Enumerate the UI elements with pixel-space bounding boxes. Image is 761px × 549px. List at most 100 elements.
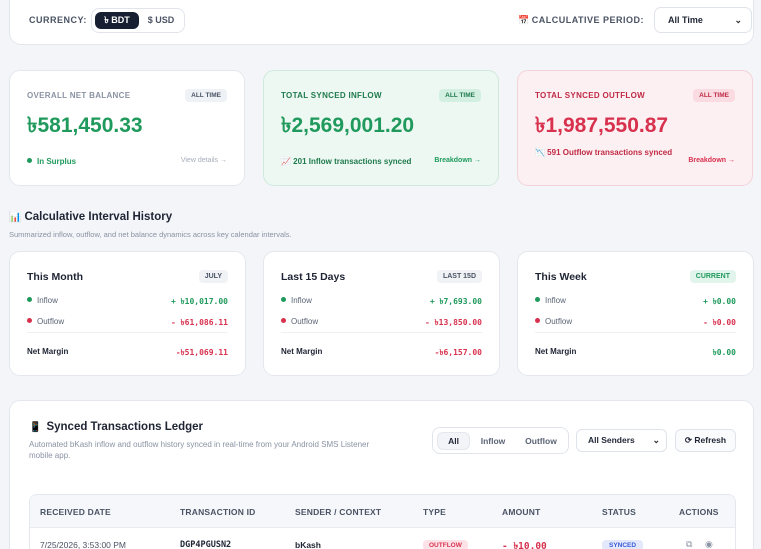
refresh-icon: ⟳ [684, 435, 695, 445]
outflow-dot-icon [535, 318, 540, 323]
net-balance-value: ৳581,450.33 [27, 114, 143, 137]
interval-card-week: This Week CURRENT Inflow + ৳0.00 Outflow -… [517, 251, 754, 376]
inflow-count: 📈 201 Inflow transactions synced [281, 157, 412, 166]
net-balance-title: OVERALL NET BALANCE [27, 91, 131, 100]
inflow-amount: + ৳10,017.00 [171, 297, 228, 306]
inflow-title: TOTAL SYNCED INFLOW [281, 91, 382, 100]
outflow-dot-icon [281, 318, 286, 323]
net-balance-card: OVERALL NET BALANCE ALL TIME ৳581,450.33… [9, 70, 245, 186]
filter-bar: CURRENCY: ৳ BDT $ USD 📅 CALCULATIVE PERIO… [9, 0, 754, 45]
ledger-title-text: Synced Transactions Ledger [46, 421, 204, 433]
row-date: 7/25/2026, 3:53:00 PM [40, 540, 127, 549]
outflow-dot-icon [27, 318, 32, 323]
chevron-down-icon: ⌄ [652, 435, 660, 445]
outflow-card: TOTAL SYNCED OUTFLOW ALL TIME ৳1,987,550… [517, 70, 753, 186]
type-badge: OUTFLOW [423, 540, 468, 549]
interval-card-month: This Month JULY Inflow + ৳10,017.00 Outfl… [9, 251, 246, 376]
column-header[interactable]: RECEIVED DATE [40, 507, 111, 517]
status-dot-icon [27, 158, 32, 163]
period-label: 📅 CALCULATIVE PERIOD: [518, 15, 644, 26]
column-header[interactable]: STATUS [602, 507, 636, 517]
history-title: 📊 Calculative Interval History [9, 211, 172, 223]
calendar-icon: 📅 [518, 15, 530, 25]
currency-label: CURRENCY: [29, 15, 87, 25]
filter-outflow-tab[interactable]: Outflow [525, 436, 557, 446]
type-filter: All Inflow Outflow [432, 427, 569, 454]
net-margin-label: Net Margin [281, 347, 323, 356]
inflow-breakdown-link[interactable]: Breakdown → [434, 157, 481, 164]
column-header: ACTIONS [679, 507, 719, 517]
row-amount: - ৳10.00 [502, 541, 547, 549]
divider [281, 332, 482, 333]
inflow-amount: + ৳0.00 [703, 297, 736, 306]
divider [535, 332, 736, 333]
inflow-card: TOTAL SYNCED INFLOW ALL TIME ৳2,569,001.… [263, 70, 499, 186]
currency-bdt-button[interactable]: ৳ BDT [95, 12, 139, 29]
surplus-status-text: In Surplus [37, 157, 77, 166]
interval-card-15days: Last 15 Days LAST 15D Inflow + ৳7,693.00 … [263, 251, 500, 376]
net-balance-badge: ALL TIME [185, 89, 227, 102]
outflow-amount: - ৳0.00 [703, 318, 736, 327]
currency-toggle: ৳ BDT $ USD [91, 8, 185, 33]
interval-badge: CURRENT [689, 270, 736, 283]
period-select[interactable]: All Time ⌄ [654, 7, 752, 33]
history-subtitle: Summarized inflow, outflow, and net bala… [9, 230, 292, 239]
sender-select[interactable]: All Senders ⌄ [576, 429, 667, 452]
view-details-link[interactable]: View details → [180, 157, 227, 164]
outflow-count: 📉 591 Outflow transactions synced [535, 148, 673, 157]
inflow-dot-icon [281, 297, 286, 302]
refresh-button[interactable]: ⟳ Refresh [675, 429, 736, 452]
status-badge: SYNCED [602, 540, 644, 549]
column-header[interactable]: AMOUNT [502, 507, 541, 517]
inflow-row: Inflow + ৳0.00 [535, 296, 736, 308]
ledger-subtitle: Automated bKash inflow and outflow histo… [29, 440, 370, 460]
inflow-label: Inflow [291, 296, 312, 305]
table-header: RECEIVED DATE TRANSACTION ID SENDER / CO… [30, 495, 735, 528]
copy-icon[interactable]: ⧉ [686, 539, 693, 549]
inflow-dot-icon [535, 297, 540, 302]
outflow-label: Outflow [37, 317, 65, 326]
column-header[interactable]: TRANSACTION ID [180, 507, 256, 517]
phone-icon: 📱 [29, 422, 42, 433]
surplus-status: In Surplus [27, 157, 76, 166]
view-icon[interactable]: ◉ [705, 539, 713, 549]
outflow-row: Outflow - ৳61,086.11 [27, 317, 228, 329]
inflow-label: Inflow [37, 296, 58, 305]
row-txid: DGP4PGUSN2 [180, 540, 232, 549]
net-margin-amount: ৳0.00 [712, 348, 736, 357]
inflow-row: Inflow + ৳7,693.00 [281, 296, 482, 308]
outflow-row: Outflow - ৳0.00 [535, 317, 736, 329]
net-margin-amount: -৳6,157.00 [434, 348, 482, 357]
outflow-label: Outflow [291, 317, 319, 326]
refresh-label: Refresh [694, 435, 727, 445]
chevron-down-icon: ⌄ [734, 15, 742, 25]
transactions-ledger: 📱 Synced Transactions Ledger Automated bK… [9, 400, 754, 549]
net-margin-label: Net Margin [535, 347, 577, 356]
net-margin-amount: -৳51,069.11 [175, 348, 228, 357]
net-margin-label: Net Margin [27, 347, 69, 356]
currency-usd-button[interactable]: $ USD [147, 15, 175, 25]
outflow-value: ৳1,987,550.87 [535, 114, 669, 137]
outflow-label: Outflow [545, 317, 573, 326]
bar-chart-icon: 📊 [9, 212, 22, 223]
history-title-text: Calculative Interval History [24, 211, 173, 223]
net-margin-row: Net Margin ৳0.00 [535, 347, 736, 359]
transactions-table: RECEIVED DATE TRANSACTION ID SENDER / CO… [29, 494, 736, 549]
interval-title: This Week [535, 271, 587, 283]
row-sender: bKash [295, 540, 321, 549]
filter-inflow-tab[interactable]: Inflow [480, 436, 506, 446]
sender-select-value: All Senders [588, 435, 635, 445]
period-label-text: CALCULATIVE PERIOD: [531, 15, 645, 25]
filter-all-tab[interactable]: All [437, 432, 470, 450]
interval-badge: JULY [198, 270, 228, 283]
ledger-title: 📱 Synced Transactions Ledger [29, 421, 203, 433]
inflow-dot-icon [27, 297, 32, 302]
inflow-amount: + ৳7,693.00 [429, 297, 482, 306]
interval-badge: LAST 15D [436, 270, 482, 283]
divider [27, 332, 228, 333]
net-margin-row: Net Margin -৳6,157.00 [281, 347, 482, 359]
column-header[interactable]: SENDER / CONTEXT [295, 507, 382, 517]
column-header[interactable]: TYPE [423, 507, 447, 517]
outflow-breakdown-link[interactable]: Breakdown → [688, 157, 735, 164]
inflow-label: Inflow [545, 296, 566, 305]
